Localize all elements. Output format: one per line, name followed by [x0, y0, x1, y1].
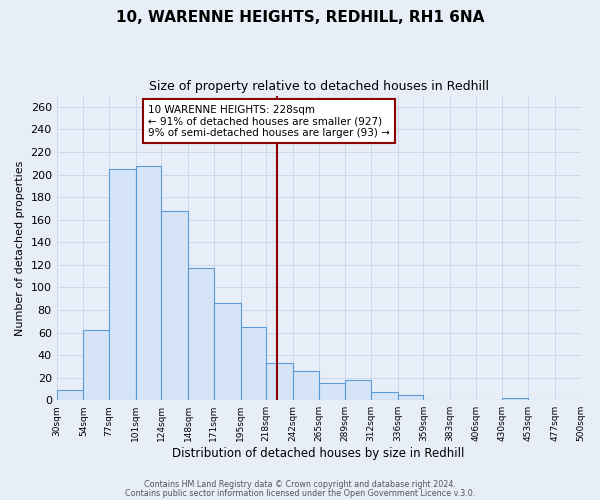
Bar — [188, 268, 214, 400]
Bar — [266, 363, 293, 400]
Bar — [319, 384, 346, 400]
Bar — [371, 392, 398, 400]
X-axis label: Distribution of detached houses by size in Redhill: Distribution of detached houses by size … — [172, 447, 465, 460]
Bar — [346, 380, 371, 400]
Text: 10, WARENNE HEIGHTS, REDHILL, RH1 6NA: 10, WARENNE HEIGHTS, REDHILL, RH1 6NA — [116, 10, 484, 25]
Bar — [398, 394, 424, 400]
Bar — [56, 390, 83, 400]
Bar — [161, 210, 188, 400]
Bar — [109, 169, 136, 400]
Bar — [241, 327, 266, 400]
Bar — [502, 398, 528, 400]
Bar — [293, 371, 319, 400]
Title: Size of property relative to detached houses in Redhill: Size of property relative to detached ho… — [149, 80, 488, 93]
Bar — [136, 166, 161, 400]
Text: Contains public sector information licensed under the Open Government Licence v.: Contains public sector information licen… — [125, 488, 475, 498]
Bar — [83, 330, 109, 400]
Text: 10 WARENNE HEIGHTS: 228sqm
← 91% of detached houses are smaller (927)
9% of semi: 10 WARENNE HEIGHTS: 228sqm ← 91% of deta… — [148, 104, 390, 138]
Text: Contains HM Land Registry data © Crown copyright and database right 2024.: Contains HM Land Registry data © Crown c… — [144, 480, 456, 489]
Bar — [214, 303, 241, 400]
Y-axis label: Number of detached properties: Number of detached properties — [15, 160, 25, 336]
